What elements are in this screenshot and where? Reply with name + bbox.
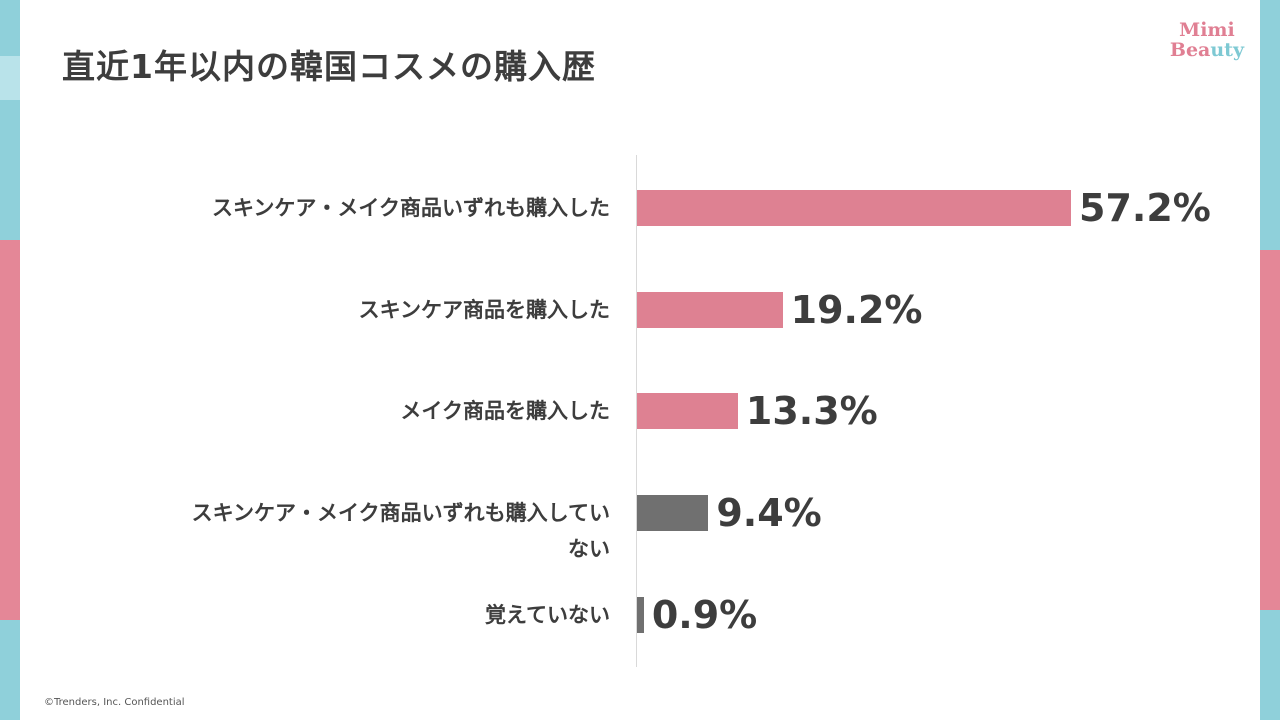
category-label: スキンケア・メイク商品いずれも購入した	[50, 190, 610, 226]
bar	[637, 495, 709, 531]
right-pink-band	[1260, 250, 1280, 610]
left-light-band	[0, 56, 20, 100]
category-label-line: スキンケア・メイク商品いずれも購入してい	[191, 501, 610, 525]
value-label: 0.9%	[651, 593, 758, 637]
left-pink-band	[0, 240, 20, 620]
category-label-line: メイク商品を購入した	[400, 399, 610, 423]
category-label-line: ない	[568, 537, 610, 561]
value-label: 9.4%	[716, 491, 822, 535]
category-label: 覚えていない	[50, 597, 610, 633]
bar	[637, 190, 1071, 226]
value-label: 13.3%	[745, 389, 878, 433]
right-decoration	[1260, 0, 1280, 720]
bar	[637, 597, 644, 633]
bar	[637, 393, 738, 429]
footer-copyright: ©Trenders, Inc. Confidential	[44, 697, 185, 708]
category-label: スキンケア・メイク商品いずれも購入していない	[50, 495, 610, 567]
logo-line-2b: uty	[1210, 39, 1244, 61]
category-label-line: スキンケア商品を購入した	[358, 298, 610, 322]
category-label: スキンケア商品を購入した	[50, 292, 610, 328]
value-label: 19.2%	[790, 288, 923, 332]
logo-line-1: Mimi	[1179, 19, 1235, 41]
category-label-line: スキンケア・メイク商品いずれも購入した	[212, 196, 610, 220]
logo-line-2a: Bea	[1169, 39, 1211, 61]
brand-logo: Mimi Beauty	[1170, 20, 1244, 60]
page-title: 直近1年以内の韓国コスメの購入歴	[62, 47, 596, 86]
chart-axis	[636, 155, 637, 667]
logo-line-2: Beauty	[1170, 40, 1244, 60]
left-decoration	[0, 0, 20, 720]
bar	[637, 292, 783, 328]
value-label: 57.2%	[1079, 186, 1211, 230]
category-label-line: 覚えていない	[485, 603, 610, 627]
category-label: メイク商品を購入した	[50, 393, 610, 429]
